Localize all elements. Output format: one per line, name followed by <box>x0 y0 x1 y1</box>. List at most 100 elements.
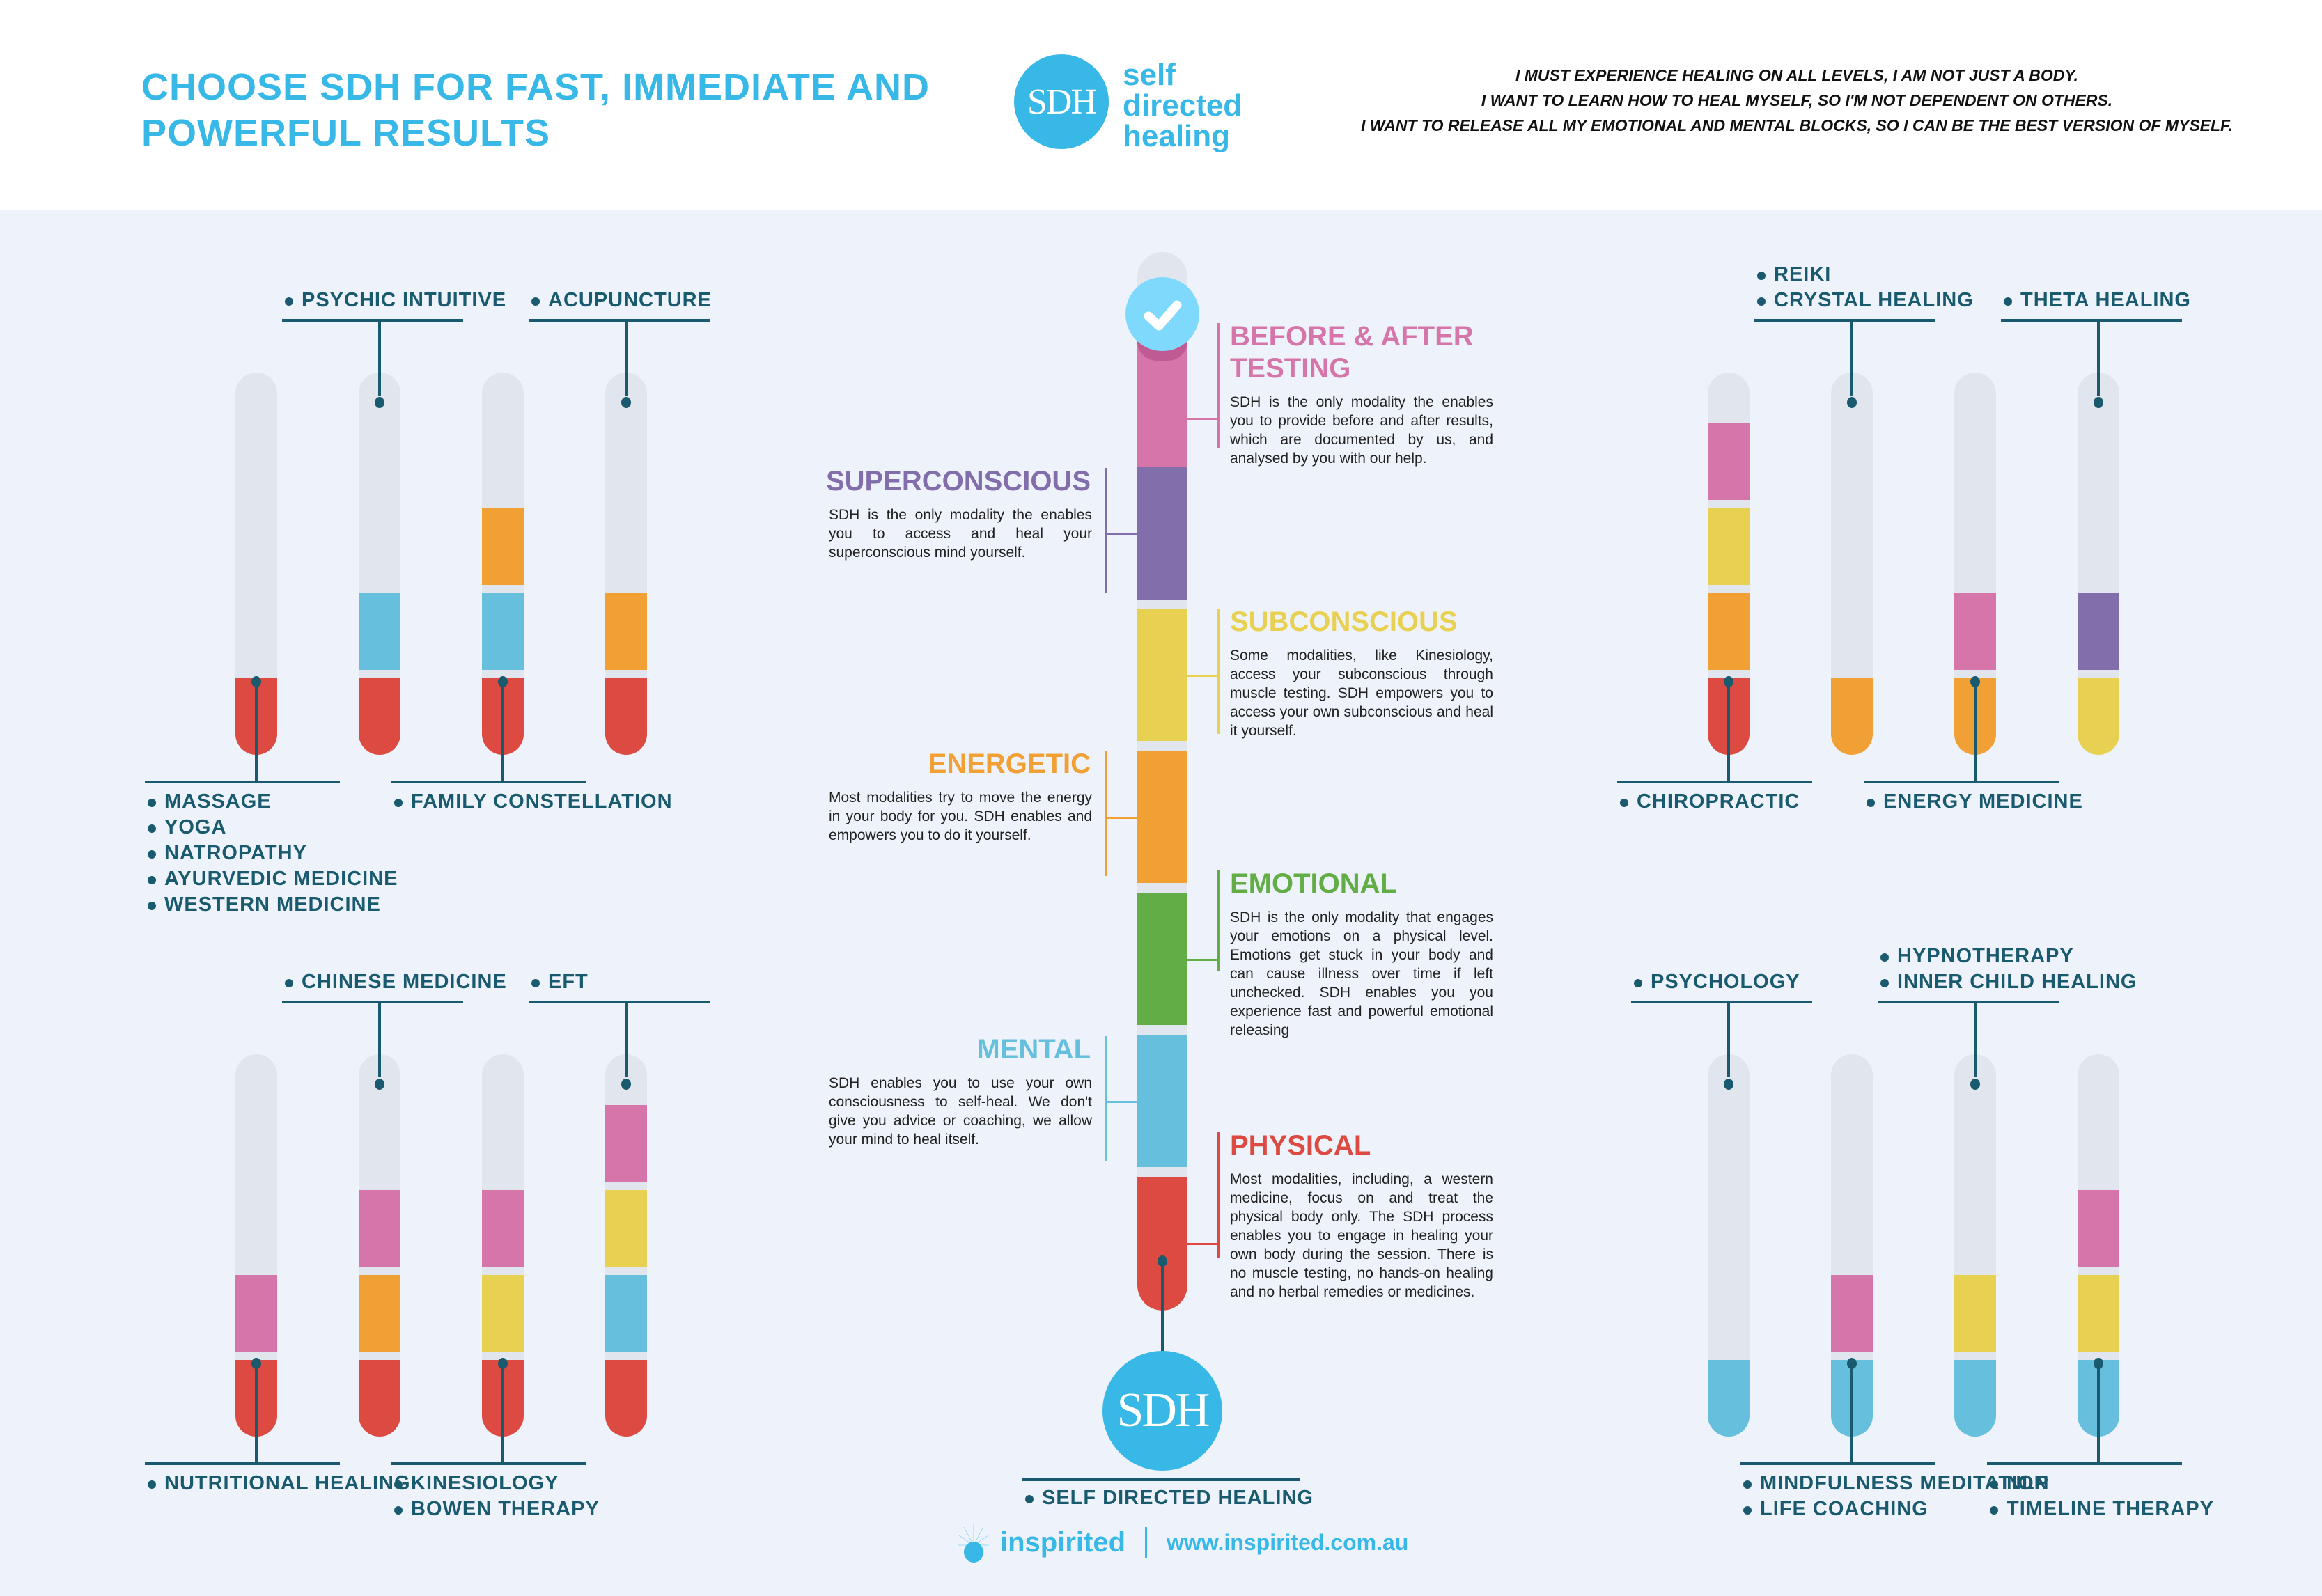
label-connector <box>625 319 628 396</box>
modality-label: NUTRITIONAL HEALING <box>148 1471 411 1496</box>
label-rule <box>282 1001 463 1003</box>
label-connector <box>378 1001 381 1077</box>
label-connector-dot <box>375 1079 384 1090</box>
label-connector-dot <box>1724 676 1733 687</box>
modality-item: TIMELINE THERAPY <box>1990 1496 2214 1522</box>
modality-label: FAMILY CONSTELLATION <box>394 789 673 815</box>
modality-item: YOGA <box>148 815 398 840</box>
label-connector-dot <box>498 676 508 687</box>
sdh-level-testing <box>1137 341 1187 474</box>
sdh-label-rule <box>1022 1478 1300 1481</box>
tube-level-subconscious <box>2078 1275 2119 1352</box>
modality-tube <box>1708 373 1750 755</box>
bullet <box>1743 1506 1752 1515</box>
tube-level-testing <box>1831 1275 1873 1352</box>
label-connector <box>1850 1360 1853 1464</box>
modality-label: HYPNOTHERAPY INNER CHILD HEALING <box>1880 944 2137 995</box>
category-text-energetic: Most modalities try to move the energy i… <box>829 790 1092 843</box>
modality-item: ACUPUNCTURE <box>531 288 712 313</box>
category-bracket-tick <box>1187 1243 1217 1245</box>
bullet <box>1880 953 1889 962</box>
tube-level-mental <box>1708 1360 1750 1437</box>
category-text-physical: Most modalities, including, a western me… <box>1230 1171 1493 1300</box>
modality-name: WESTERN MEDICINE <box>164 893 381 916</box>
category-title-mental: MENTAL <box>976 1034 1091 1065</box>
modality-name: AYURVEDIC MEDICINE <box>164 868 398 890</box>
modality-name: MASSAGE <box>164 790 272 813</box>
category-bracket-tick <box>1187 959 1217 961</box>
sdh-label: SELF DIRECTED HEALING <box>1025 1485 1314 1511</box>
modality-item: NUTRITIONAL HEALING <box>148 1471 411 1496</box>
tube-level-physical <box>359 678 400 755</box>
tube-level-energetic <box>605 593 647 670</box>
sdh-badge: SDH <box>1102 1351 1222 1471</box>
modality-label: CHINESE MEDICINE <box>285 969 507 995</box>
sdh-connector <box>1161 1260 1164 1352</box>
modality-item: INNER CHILD HEALING <box>1880 969 2137 995</box>
label-connector-dot <box>2094 1358 2103 1369</box>
tube-level-mental <box>1954 1360 1996 1437</box>
category-bracket <box>1217 1132 1220 1258</box>
modality-item: AYURVEDIC MEDICINE <box>148 866 398 892</box>
sdh-logo-wordmark: self directed healing <box>1123 60 1242 152</box>
bullet <box>394 1506 403 1515</box>
category-bracket <box>1105 751 1107 876</box>
tube-level-testing <box>235 1275 277 1352</box>
bullet <box>1757 272 1766 280</box>
label-connector-dot <box>621 1079 631 1090</box>
bullet <box>148 799 156 807</box>
modality-label: PSYCHIC INTUITIVE <box>285 288 506 313</box>
category-title-testing: BEFORE & AFTER TESTING <box>1230 321 1474 384</box>
modality-item: BOWEN THERAPY <box>394 1496 600 1522</box>
modality-item: PSYCHOLOGY <box>1634 969 1800 995</box>
tube-level-energetic <box>1831 678 1873 755</box>
check-icon <box>1125 277 1199 351</box>
modality-tube <box>1831 373 1873 755</box>
category-title-emotional: EMOTIONAL <box>1230 868 1397 899</box>
modality-label: KINESIOLOGY BOWEN THERAPY <box>394 1471 600 1522</box>
label-connector <box>255 678 258 783</box>
modality-name: CHIROPRACTIC <box>1637 790 1800 813</box>
modality-label: MASSAGE YOGA NATROPATHY AYURVEDIC MEDICINE W… <box>148 789 398 918</box>
bullet <box>531 297 540 306</box>
label-connector <box>1974 1001 1977 1077</box>
tube-level-mental <box>359 593 400 670</box>
tube-level-testing <box>482 1190 524 1267</box>
tube-level-testing <box>1954 593 1996 670</box>
tube-level-testing <box>1708 423 1750 500</box>
sdh-connector-dot <box>1158 1255 1167 1267</box>
label-rule <box>391 781 586 783</box>
modality-tube <box>605 1054 647 1437</box>
modality-tube <box>359 1054 400 1437</box>
modality-name: THETA HEALING <box>2020 289 2191 311</box>
bullet <box>148 1480 156 1489</box>
tube-level-superconscious <box>2078 593 2119 670</box>
label-connector <box>1727 1001 1730 1077</box>
modality-item: CHINESE MEDICINE <box>285 969 507 995</box>
tube-level-energetic <box>1708 593 1750 670</box>
category-bracket-tick <box>1105 533 1137 535</box>
modality-name: MINDFULNESS MEDITATION <box>1760 1472 2050 1494</box>
label-connector <box>501 1360 504 1464</box>
modality-name: NLP <box>2007 1472 2049 1494</box>
label-connector <box>2097 1360 2100 1464</box>
tube-level-testing <box>605 1105 647 1182</box>
sdh-level-mental <box>1137 1035 1187 1167</box>
label-rule <box>529 319 710 322</box>
bullet <box>1880 979 1889 987</box>
tube-level-mental <box>482 593 524 670</box>
modality-label: ENERGY MEDICINE <box>1867 789 2083 815</box>
mantras: I MUST EXPERIENCE HEALING ON ALL LEVELS,… <box>1309 63 2284 138</box>
label-connector-dot <box>498 1358 508 1369</box>
bullet <box>148 902 156 910</box>
modality-item: HYPNOTHERAPY <box>1880 944 2137 969</box>
modality-item: WESTERN MEDICINE <box>148 892 398 918</box>
tube-level-mental <box>605 1275 647 1352</box>
category-bracket <box>1105 468 1107 593</box>
modality-label: CHIROPRACTIC <box>1620 789 1800 815</box>
category-text-emotional: SDH is the only modality that engages yo… <box>1230 909 1493 1038</box>
modality-name: LIFE COACHING <box>1760 1498 1928 1520</box>
modality-item: MASSAGE <box>148 789 398 815</box>
category-title-superconscious: SUPERCONSCIOUS <box>825 466 1091 496</box>
footer-url[interactable]: www.inspirited.com.au <box>1167 1529 1409 1555</box>
